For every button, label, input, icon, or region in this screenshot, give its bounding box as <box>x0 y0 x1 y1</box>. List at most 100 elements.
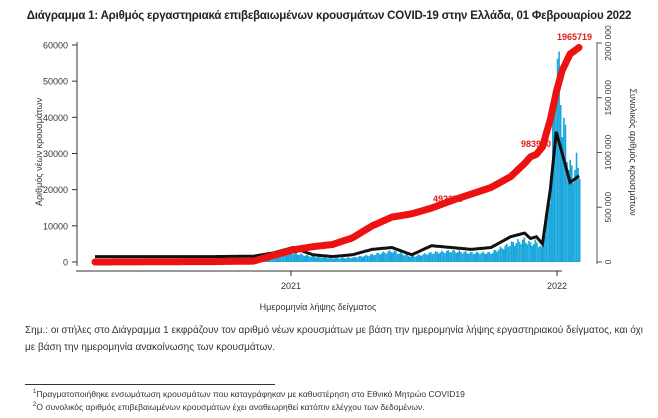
y-tick-label: 40000 <box>43 113 68 123</box>
bar <box>358 255 361 262</box>
bar <box>368 256 370 262</box>
y-axis-label: Αριθμός νέων κρουσμάτων <box>34 97 44 206</box>
bar <box>333 258 336 262</box>
bar <box>336 257 339 262</box>
bar <box>325 257 328 262</box>
bar <box>471 252 473 262</box>
bar <box>529 242 532 262</box>
bar <box>563 117 565 262</box>
bar <box>320 258 323 262</box>
y2-tick-label: 0 <box>603 259 613 264</box>
bar <box>349 257 351 262</box>
bar <box>335 257 337 262</box>
bar <box>319 256 321 262</box>
bar <box>414 256 416 262</box>
bar <box>441 250 443 262</box>
bar <box>464 251 467 262</box>
y-tick-label: 60000 <box>43 41 68 51</box>
bar <box>346 257 348 262</box>
cumulative-line <box>91 44 583 266</box>
bar <box>485 254 488 262</box>
bar <box>339 258 342 262</box>
bar <box>558 51 560 263</box>
footnote-1: 1Πραγματοποιήθηκε ενσωμάτωση κρουσμάτων … <box>33 389 465 399</box>
bar <box>369 254 372 262</box>
bar <box>390 252 393 262</box>
bar <box>461 253 464 262</box>
bar <box>456 252 459 262</box>
bar <box>396 253 399 262</box>
bar <box>540 246 543 262</box>
bar <box>453 250 456 262</box>
bar-series <box>95 51 581 263</box>
bar <box>447 250 450 262</box>
average-line <box>95 131 580 259</box>
footnote-2: 2Ο συνολικός αριθμός επιβεβαιωμένων κρου… <box>33 402 425 412</box>
bar <box>373 255 375 262</box>
bar <box>323 257 326 262</box>
bar <box>551 113 554 262</box>
bar <box>572 182 575 262</box>
y2-axis-label: Συνολικός αριθμός κρουσμάτων <box>628 88 638 216</box>
bar <box>506 243 508 262</box>
bar <box>289 252 291 262</box>
bar <box>520 244 522 262</box>
bar <box>317 256 320 262</box>
axes <box>72 42 602 276</box>
bar <box>304 255 307 262</box>
bar <box>444 253 446 262</box>
bar <box>295 252 298 262</box>
bar <box>273 256 275 262</box>
bar <box>445 250 448 262</box>
bar <box>469 251 472 262</box>
x-tick-label: 2022 <box>547 281 567 291</box>
data-label: 1965719 <box>557 32 592 42</box>
bar <box>544 235 546 262</box>
bar <box>559 105 562 262</box>
bar <box>327 258 329 262</box>
bar <box>401 253 404 262</box>
bar <box>499 246 502 262</box>
bar <box>523 237 526 262</box>
bar <box>298 254 301 262</box>
bar <box>507 246 510 262</box>
bar <box>480 252 483 262</box>
bar <box>314 257 317 262</box>
bar <box>382 251 385 262</box>
bar <box>528 240 530 262</box>
bar <box>477 252 480 262</box>
bar <box>285 255 288 262</box>
bar <box>371 253 374 262</box>
y2-tick-label: 2000 000 <box>603 25 613 61</box>
bar <box>510 241 513 262</box>
bar <box>411 256 413 262</box>
bar <box>385 253 388 262</box>
bar <box>501 248 503 262</box>
bar <box>366 255 369 262</box>
bar <box>482 251 484 262</box>
bar <box>322 257 324 262</box>
bar <box>504 245 507 262</box>
data-label: 983900 <box>521 139 551 149</box>
bar <box>290 253 293 262</box>
y2-tick-label: 1000 000 <box>603 135 613 171</box>
bar <box>384 252 386 262</box>
bar <box>566 161 568 262</box>
bar <box>525 242 527 262</box>
bar <box>468 253 470 262</box>
bar <box>297 254 299 262</box>
bar <box>536 242 538 262</box>
bar <box>452 250 454 262</box>
bar <box>407 256 410 262</box>
y-tick-label: 30000 <box>43 149 68 159</box>
bar <box>439 252 442 262</box>
bar <box>301 254 304 262</box>
bar <box>379 254 381 262</box>
bar <box>417 254 419 262</box>
bar <box>422 254 424 262</box>
bar <box>472 254 475 262</box>
bar <box>498 249 500 262</box>
bar <box>509 246 511 262</box>
chart-labels: 0 10000 20000 30000 40000 50000 60000 0 500 000 1… <box>34 25 638 312</box>
bar <box>433 253 435 262</box>
